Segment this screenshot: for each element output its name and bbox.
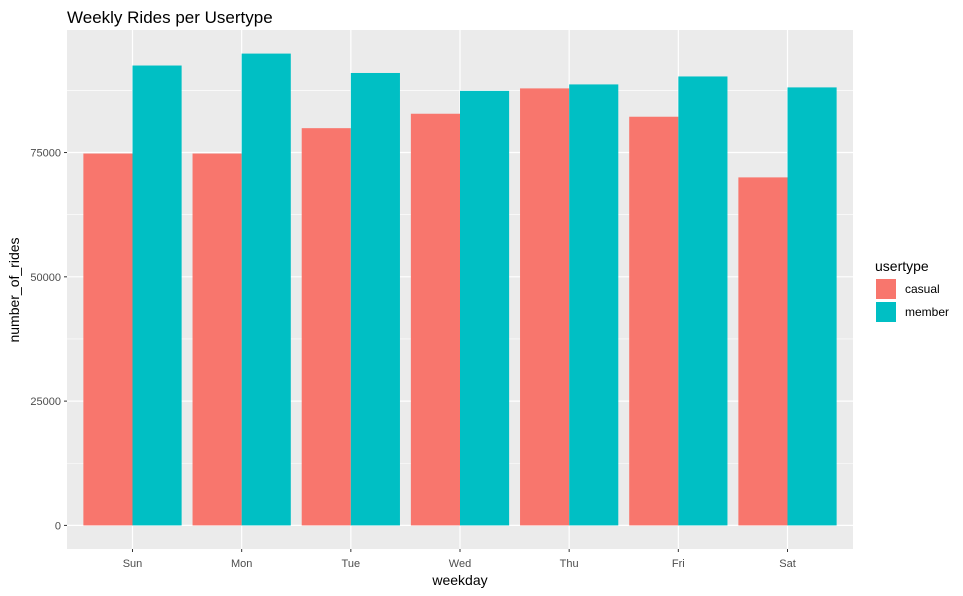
x-axis-title: weekday xyxy=(431,572,487,588)
y-axis-title: number_of_rides xyxy=(6,237,22,342)
x-axis: Sun Mon Tue Wed Thu Fri Sat xyxy=(123,549,796,570)
legend-label-casual: casual xyxy=(905,282,940,296)
x-tick-label: Tue xyxy=(342,558,361,570)
x-tick-label: Mon xyxy=(231,558,252,570)
legend-key-member xyxy=(876,302,896,322)
bar-casual-wed xyxy=(410,113,460,526)
x-tick-label: Sun xyxy=(123,558,143,570)
legend-title: usertype xyxy=(875,258,929,274)
bar-casual-tue xyxy=(301,128,351,526)
bar-casual-thu xyxy=(520,88,570,526)
x-tick-label: Thu xyxy=(560,558,579,570)
legend-key-casual xyxy=(876,279,896,299)
x-tick-label: Wed xyxy=(449,558,471,570)
y-tick-label: 50000 xyxy=(30,272,61,284)
bar-member-sat xyxy=(787,87,837,526)
chart-title: Weekly Rides per Usertype xyxy=(67,8,273,27)
bars xyxy=(83,53,837,526)
bar-casual-fri xyxy=(629,116,679,526)
bar-member-tue xyxy=(350,72,400,526)
y-tick-label: 0 xyxy=(55,520,61,532)
x-tick-label: Fri xyxy=(672,558,685,570)
bar-member-wed xyxy=(460,90,510,526)
bar-member-sun xyxy=(132,65,182,526)
legend: usertype casual member xyxy=(875,258,949,322)
bar-member-mon xyxy=(241,53,291,526)
bar-member-thu xyxy=(569,84,619,526)
bar-casual-sat xyxy=(738,177,788,526)
bar-casual-mon xyxy=(192,153,242,526)
bar-member-fri xyxy=(678,76,728,526)
x-tick-label: Sat xyxy=(779,558,796,570)
y-tick-label: 75000 xyxy=(30,148,61,160)
y-axis: 0 25000 50000 75000 xyxy=(30,148,67,532)
y-tick-label: 25000 xyxy=(30,396,61,408)
bar-casual-sun xyxy=(83,153,133,526)
legend-label-member: member xyxy=(905,305,949,319)
